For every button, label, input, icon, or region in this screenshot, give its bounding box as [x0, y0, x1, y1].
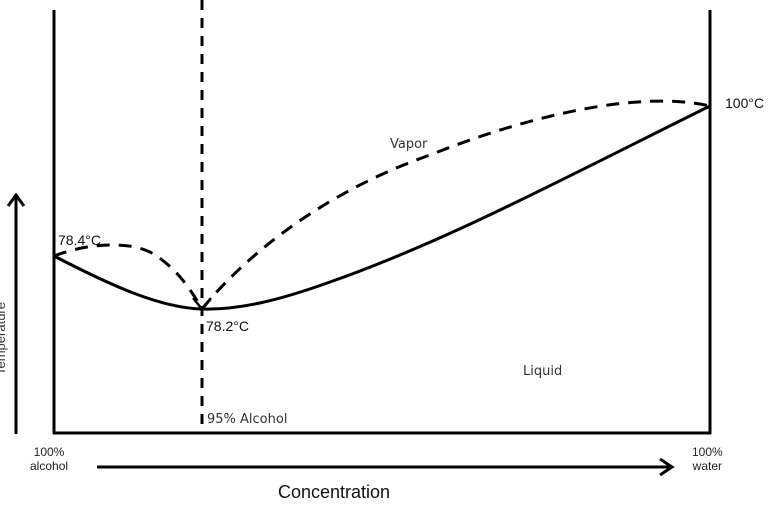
- x-axis-right-line1: 100%: [692, 445, 723, 459]
- x-axis-title: Concentration: [278, 482, 391, 502]
- y-axis-title: Temperature: [0, 302, 8, 375]
- arrowhead-azeotrope-icon: [192, 297, 212, 311]
- label-pure-alcohol-temp: 78.4°C: [58, 232, 101, 248]
- x-axis-right-label: 100% water: [692, 445, 723, 474]
- y-axis-arrowhead-icon: [6, 192, 26, 207]
- arrowhead-left-endpoint-icon: [52, 251, 65, 262]
- label-liquid-region: Liquid: [523, 364, 563, 379]
- vapor-curve-right: [200, 99, 711, 310]
- label-azeotrope-temp: 78.2°C: [206, 318, 249, 334]
- liquid-curve: [53, 104, 711, 311]
- x-axis-left-line2: alcohol: [30, 458, 69, 473]
- x-axis-left-label: 100% alcohol: [30, 445, 69, 474]
- label-pure-water-temp: 100°C: [725, 95, 765, 111]
- label-azeotrope-composition: 95% Alcohol: [207, 412, 288, 427]
- x-axis-arrowhead-icon: [659, 457, 675, 477]
- x-axis-right-line2: water: [692, 458, 723, 473]
- label-vapor-region: Vapor: [390, 137, 428, 152]
- vapor-curve-left: [53, 243, 204, 310]
- x-axis-left-line1: 100%: [33, 445, 65, 459]
